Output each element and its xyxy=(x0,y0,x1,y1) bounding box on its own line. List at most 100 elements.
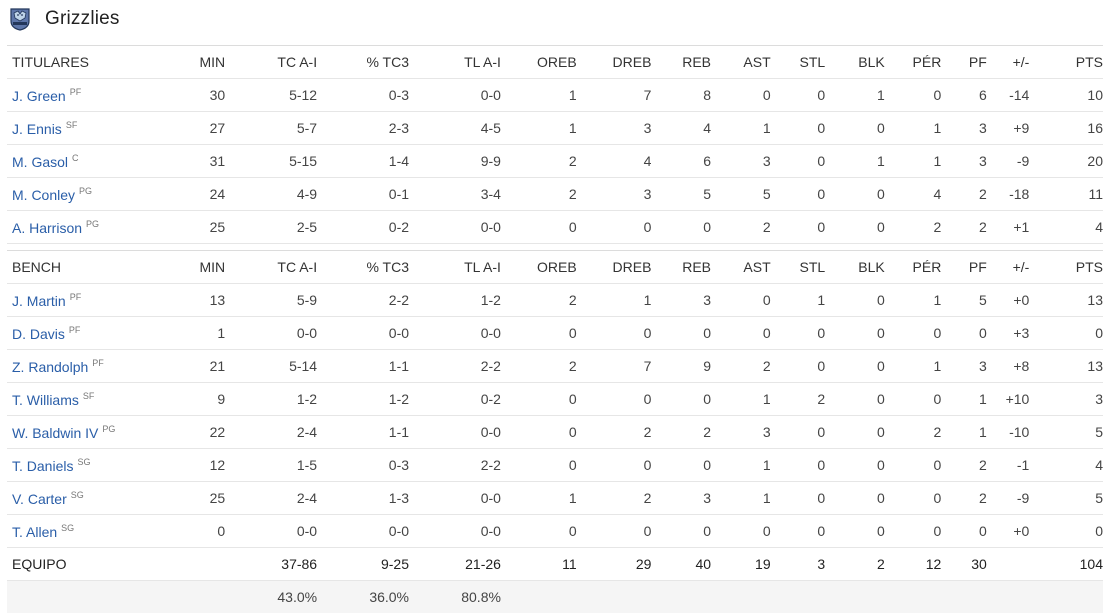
player-cell: M. Gasol C xyxy=(7,144,186,178)
stat-cell: +9 xyxy=(986,111,1044,145)
player-position: PF xyxy=(68,324,81,335)
column-header[interactable]: OREB xyxy=(500,250,577,284)
stat-cell: 1 xyxy=(576,283,652,317)
column-header[interactable]: MIN xyxy=(185,250,226,284)
total-stat-cell: 3 xyxy=(770,547,826,581)
stat-cell: 0 xyxy=(941,316,987,350)
player-name-link[interactable]: M. Conley xyxy=(12,186,76,203)
column-header[interactable]: OREB xyxy=(500,45,577,79)
player-position: PG xyxy=(86,218,100,229)
stat-cell: 0-0 xyxy=(409,78,501,112)
column-header[interactable]: STL xyxy=(770,250,826,284)
player-row: M. Conley PG 24 4-9 0-1 3-4 2 3 5 5 0 0 4 2 -18 11 xyxy=(7,177,1103,211)
column-header[interactable]: AST xyxy=(711,45,771,79)
stat-cell: 0 xyxy=(884,481,942,515)
player-position: SG xyxy=(61,522,75,533)
player-row: V. Carter SG 25 2-4 1-3 0-0 1 2 3 1 0 0 0 2 -9 5 xyxy=(7,481,1103,515)
player-row: T. Allen SG 0 0-0 0-0 0-0 0 0 0 0 0 0 0 0 +0 0 xyxy=(7,514,1103,548)
team-totals-row: EQUIPO 37-86 9-25 21-26 11 29 40 19 3 2 12 30 104 xyxy=(7,547,1103,581)
stat-cell: 5 xyxy=(711,177,771,211)
total-stat-cell: 29 xyxy=(576,547,652,581)
stat-cell: 2 xyxy=(941,210,987,244)
stat-cell: 3 xyxy=(941,349,987,383)
player-name-link[interactable]: J. Ennis xyxy=(12,120,62,137)
column-header[interactable]: PÉR xyxy=(884,250,942,284)
player-name-link[interactable]: V. Carter xyxy=(12,490,67,507)
stat-cell: 0 xyxy=(770,177,826,211)
stat-cell: 0 xyxy=(770,514,826,548)
player-name-link[interactable]: A. Harrison xyxy=(12,219,83,236)
total-stat-cell: 104 xyxy=(1043,547,1103,581)
column-header[interactable]: +/- xyxy=(986,45,1044,79)
stat-cell: 0 xyxy=(884,316,942,350)
stat-cell: 5-14 xyxy=(225,349,318,383)
stat-cell: -10 xyxy=(986,415,1044,449)
stat-cell: 4 xyxy=(1043,210,1103,244)
player-row: Z. Randolph PF 21 5-14 1-1 2-2 2 7 9 2 0 0 1 3 +8 13 xyxy=(7,349,1103,383)
column-header[interactable]: PF xyxy=(941,45,987,79)
stat-cell: 24 xyxy=(185,177,226,211)
player-cell: W. Baldwin IV PG xyxy=(7,415,186,449)
column-header[interactable]: BLK xyxy=(825,45,885,79)
stat-cell: 0 xyxy=(770,415,826,449)
player-name-link[interactable]: J. Martin xyxy=(12,292,66,309)
player-name-link[interactable]: T. Daniels xyxy=(12,457,74,474)
stat-cell: 0 xyxy=(825,210,885,244)
stat-cell: 2 xyxy=(500,177,577,211)
column-header[interactable]: +/- xyxy=(986,250,1044,284)
column-header[interactable]: MIN xyxy=(185,45,226,79)
stat-cell: 1 xyxy=(711,111,771,145)
stat-cell: 2-2 xyxy=(409,349,501,383)
player-name-link[interactable]: T. Allen xyxy=(12,523,58,540)
column-header[interactable]: TL A-I xyxy=(409,250,501,284)
stat-cell: 0 xyxy=(500,415,577,449)
column-header[interactable]: AST xyxy=(711,250,771,284)
stat-cell: 25 xyxy=(185,481,226,515)
column-header[interactable]: REB xyxy=(651,250,712,284)
player-row: W. Baldwin IV PG 22 2-4 1-1 0-0 0 2 2 3 0 0 2 1 -10 5 xyxy=(7,415,1103,449)
column-header[interactable]: % TC3 xyxy=(317,45,410,79)
stat-cell: 1-2 xyxy=(225,382,318,416)
stat-cell: 3 xyxy=(941,144,987,178)
player-name-link[interactable]: T. Williams xyxy=(12,391,79,408)
column-header[interactable]: TL A-I xyxy=(409,45,501,79)
player-name-link[interactable]: M. Gasol xyxy=(12,153,69,170)
column-header[interactable]: PTS xyxy=(1043,250,1103,284)
percentages-label-cell xyxy=(7,580,186,613)
box-score-body: TITULARES MIN TC A-I% TC3 TL A-I OREB DREB REB… xyxy=(7,45,1103,613)
column-header[interactable]: TC A-I xyxy=(225,45,318,79)
player-name-link[interactable]: D. Davis xyxy=(12,325,65,342)
stat-cell: 0-0 xyxy=(225,316,318,350)
stat-cell: 0 xyxy=(500,382,577,416)
stat-cell: 0-1 xyxy=(317,177,410,211)
team-name: Grizzlies xyxy=(45,8,120,29)
column-header[interactable]: TC A-I xyxy=(225,250,318,284)
column-header[interactable]: PÉR xyxy=(884,45,942,79)
stat-cell: 1 xyxy=(500,481,577,515)
stat-cell: 2 xyxy=(500,144,577,178)
player-name-link[interactable]: W. Baldwin IV xyxy=(12,424,99,441)
stat-cell: 3 xyxy=(576,177,652,211)
column-header[interactable]: PF xyxy=(941,250,987,284)
stat-cell: 1 xyxy=(825,144,885,178)
column-header[interactable]: REB xyxy=(651,45,712,79)
percentage-cell xyxy=(576,580,652,613)
column-header[interactable]: DREB xyxy=(576,45,652,79)
stat-cell: 1 xyxy=(825,78,885,112)
column-header[interactable]: DREB xyxy=(576,250,652,284)
column-header[interactable]: BLK xyxy=(825,250,885,284)
starters-header-row: TITULARES MIN TC A-I% TC3 TL A-I OREB DREB REB… xyxy=(7,45,1103,79)
player-row: T. Daniels SG 12 1-5 0-3 2-2 0 0 0 1 0 0 0 2 -1 4 xyxy=(7,448,1103,482)
player-row: D. Davis PF 1 0-0 0-0 0-0 0 0 0 0 0 0 0 0 +3 0 xyxy=(7,316,1103,350)
player-name-link[interactable]: J. Green xyxy=(12,87,66,104)
stat-cell: +8 xyxy=(986,349,1044,383)
stat-cell: 0 xyxy=(500,448,577,482)
player-row: T. Williams SF 9 1-2 1-2 0-2 0 0 0 1 2 0 0 1 +10 3 xyxy=(7,382,1103,416)
column-header[interactable]: PTS xyxy=(1043,45,1103,79)
percentage-cell xyxy=(941,580,987,613)
stat-cell: 0-2 xyxy=(409,382,501,416)
column-header[interactable]: STL xyxy=(770,45,826,79)
column-header[interactable]: % TC3 xyxy=(317,250,410,284)
player-name-link[interactable]: Z. Randolph xyxy=(12,358,89,375)
stat-cell: 2-4 xyxy=(225,415,318,449)
